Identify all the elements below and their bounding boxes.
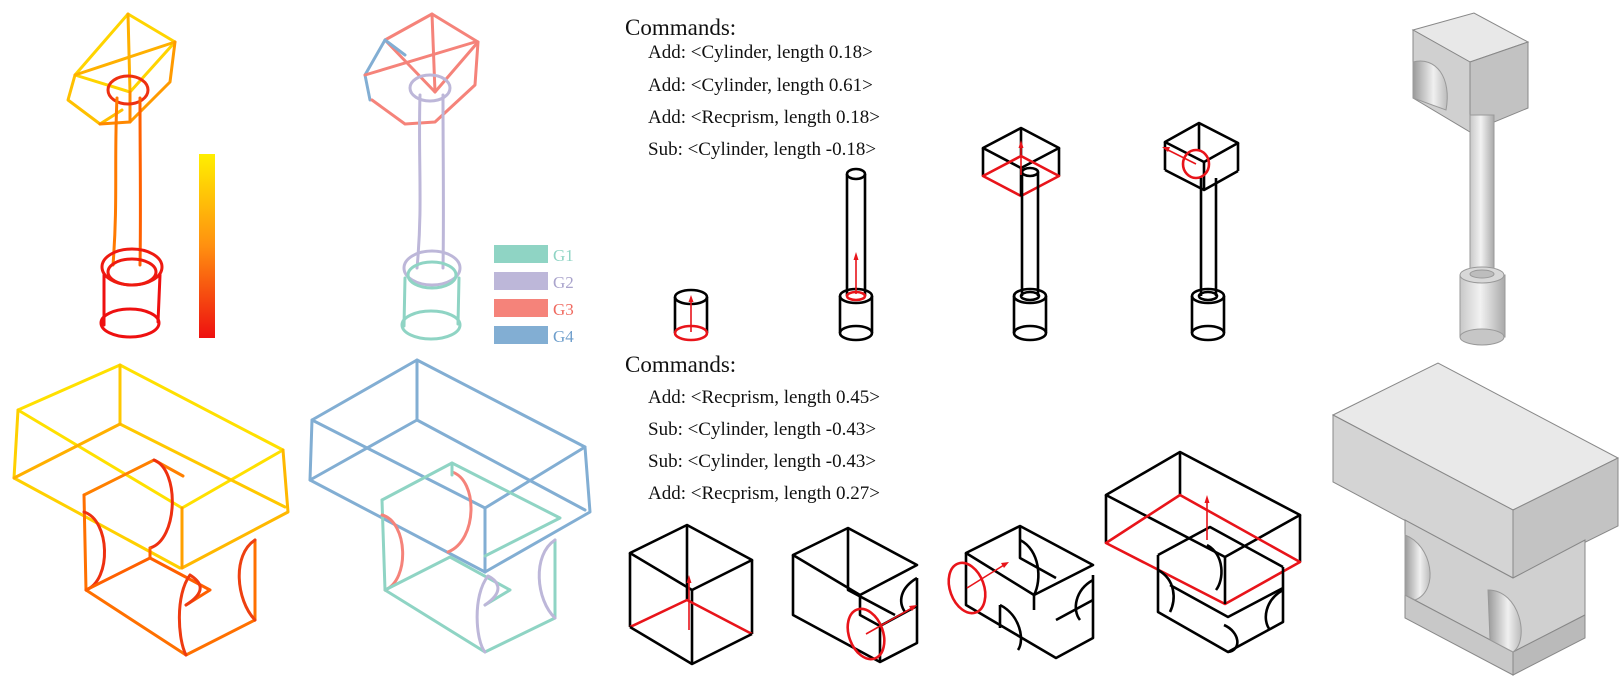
step-3-box-two-arches bbox=[947, 524, 1095, 660]
legend-swatch bbox=[494, 326, 548, 344]
legend-item: G4 bbox=[494, 326, 574, 346]
step-1-box bbox=[628, 523, 754, 666]
command-line: Sub: <Cylinder, length -0.18> bbox=[648, 139, 876, 160]
legend-label: G3 bbox=[553, 300, 574, 319]
heat-scale-bar bbox=[199, 154, 215, 338]
step-2-box-one-arch bbox=[791, 526, 919, 664]
command-line: Add: <Recprism, length 0.27> bbox=[648, 483, 880, 504]
commands-title: Commands: bbox=[625, 352, 736, 377]
sketch-groups-top bbox=[363, 12, 480, 341]
group-legend: G1 G2 G3 G4 bbox=[494, 245, 574, 346]
commands-block-top: Commands: Add: <Cylinder, length 0.18> A… bbox=[625, 15, 880, 160]
legend-swatch bbox=[494, 299, 548, 317]
sketch-heatmap-bottom bbox=[12, 363, 290, 657]
step-3-prism-added bbox=[981, 126, 1061, 342]
command-line: Sub: <Cylinder, length -0.43> bbox=[648, 419, 876, 440]
legend-item: G2 bbox=[494, 272, 574, 292]
command-line: Add: <Cylinder, length 0.18> bbox=[648, 42, 873, 63]
step-2-long-cylinder bbox=[838, 167, 874, 342]
legend-label: G4 bbox=[553, 327, 574, 346]
legend-item: G1 bbox=[494, 245, 574, 265]
render-model-bottom bbox=[1331, 362, 1620, 676]
legend-item: G3 bbox=[494, 299, 574, 319]
command-line: Add: <Recprism, length 0.18> bbox=[648, 107, 880, 128]
render-model-top bbox=[1411, 12, 1530, 346]
step-1-short-cylinder bbox=[673, 288, 709, 342]
commands-title: Commands: bbox=[625, 15, 736, 40]
command-line: Add: <Recprism, length 0.45> bbox=[648, 387, 880, 408]
commands-block-bottom: Commands: Add: <Recprism, length 0.45> S… bbox=[625, 352, 880, 504]
legend-swatch bbox=[494, 245, 548, 263]
step-4-cylinder-subtracted bbox=[1162, 121, 1240, 342]
sketch-heatmap-top bbox=[66, 12, 177, 339]
legend-label: G1 bbox=[553, 246, 574, 265]
legend-swatch bbox=[494, 272, 548, 290]
command-line: Add: <Cylinder, length 0.61> bbox=[648, 75, 873, 96]
legend-label: G2 bbox=[553, 273, 574, 292]
step-4-prism-on-top bbox=[1104, 450, 1302, 654]
sketch-groups-bottom bbox=[308, 358, 592, 654]
command-line: Sub: <Cylinder, length -0.43> bbox=[648, 451, 876, 472]
